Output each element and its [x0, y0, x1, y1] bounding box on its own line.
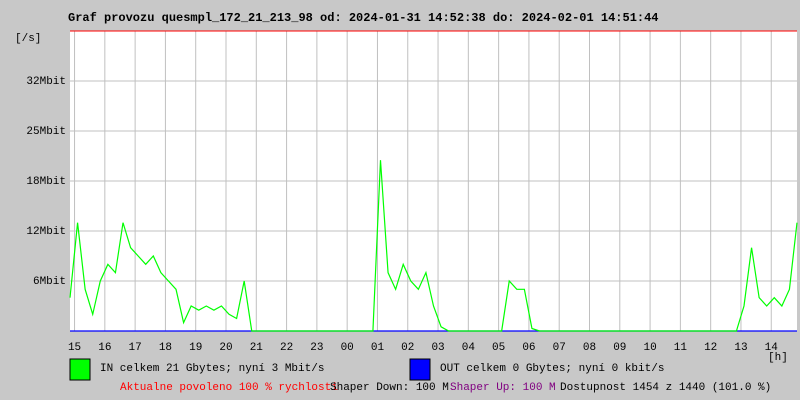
- x-tick-label: 07: [553, 342, 566, 354]
- x-tick-label: 00: [341, 342, 354, 354]
- x-tick-label: 15: [68, 342, 81, 354]
- x-tick-label: 20: [219, 342, 232, 354]
- footer-text: Shaper Down: 100 M: [330, 382, 449, 394]
- x-tick-label: 03: [431, 342, 444, 354]
- y-tick-label: 25Mbit: [26, 126, 66, 138]
- legend-swatch: [69, 358, 91, 381]
- footer-text: Aktualne povoleno 100 % rychlosti: [120, 382, 338, 394]
- series-line: [69, 160, 798, 332]
- x-tick-label: 09: [613, 342, 626, 354]
- x-tick-label: 12: [704, 342, 717, 354]
- x-tick-label: 17: [129, 342, 142, 354]
- x-tick-label: 06: [522, 342, 535, 354]
- x-tick-label: 02: [401, 342, 414, 354]
- x-tick-label: 01: [371, 342, 385, 354]
- x-tick-label: 21: [250, 342, 264, 354]
- footer-text: Dostupnost 1454 z 1440 (101.0 %): [560, 382, 771, 394]
- y-tick-label: 32Mbit: [26, 76, 66, 88]
- x-tick-label: 19: [189, 342, 202, 354]
- y-tick-label: 18Mbit: [26, 176, 66, 188]
- y-axis-label: [/s]: [15, 33, 41, 45]
- x-tick-label: 04: [462, 342, 476, 354]
- x-axis-label: [h]: [768, 352, 788, 364]
- x-tick-label: 18: [159, 342, 172, 354]
- legend-label: OUT celkem 0 Gbytes; nyní 0 kbit/s: [440, 363, 664, 375]
- x-tick-label: 11: [674, 342, 688, 354]
- y-tick-label: 12Mbit: [26, 226, 66, 238]
- x-tick-label: 23: [310, 342, 323, 354]
- x-tick-label: 08: [583, 342, 596, 354]
- y-tick-label: 6Mbit: [33, 276, 66, 288]
- x-tick-label: 05: [492, 342, 505, 354]
- chart-title: Graf provozu quesmpl_172_21_213_98 od: 2…: [68, 11, 659, 25]
- legend-label: IN celkem 21 Gbytes; nyní 3 Mbit/s: [100, 363, 324, 375]
- x-tick-label: 14: [765, 342, 779, 354]
- legend-swatch: [409, 358, 431, 381]
- x-tick-label: 13: [734, 342, 747, 354]
- footer-text: Shaper Up: 100 M: [450, 382, 556, 394]
- x-tick-label: 16: [98, 342, 111, 354]
- x-tick-label: 10: [643, 342, 656, 354]
- x-tick-label: 22: [280, 342, 293, 354]
